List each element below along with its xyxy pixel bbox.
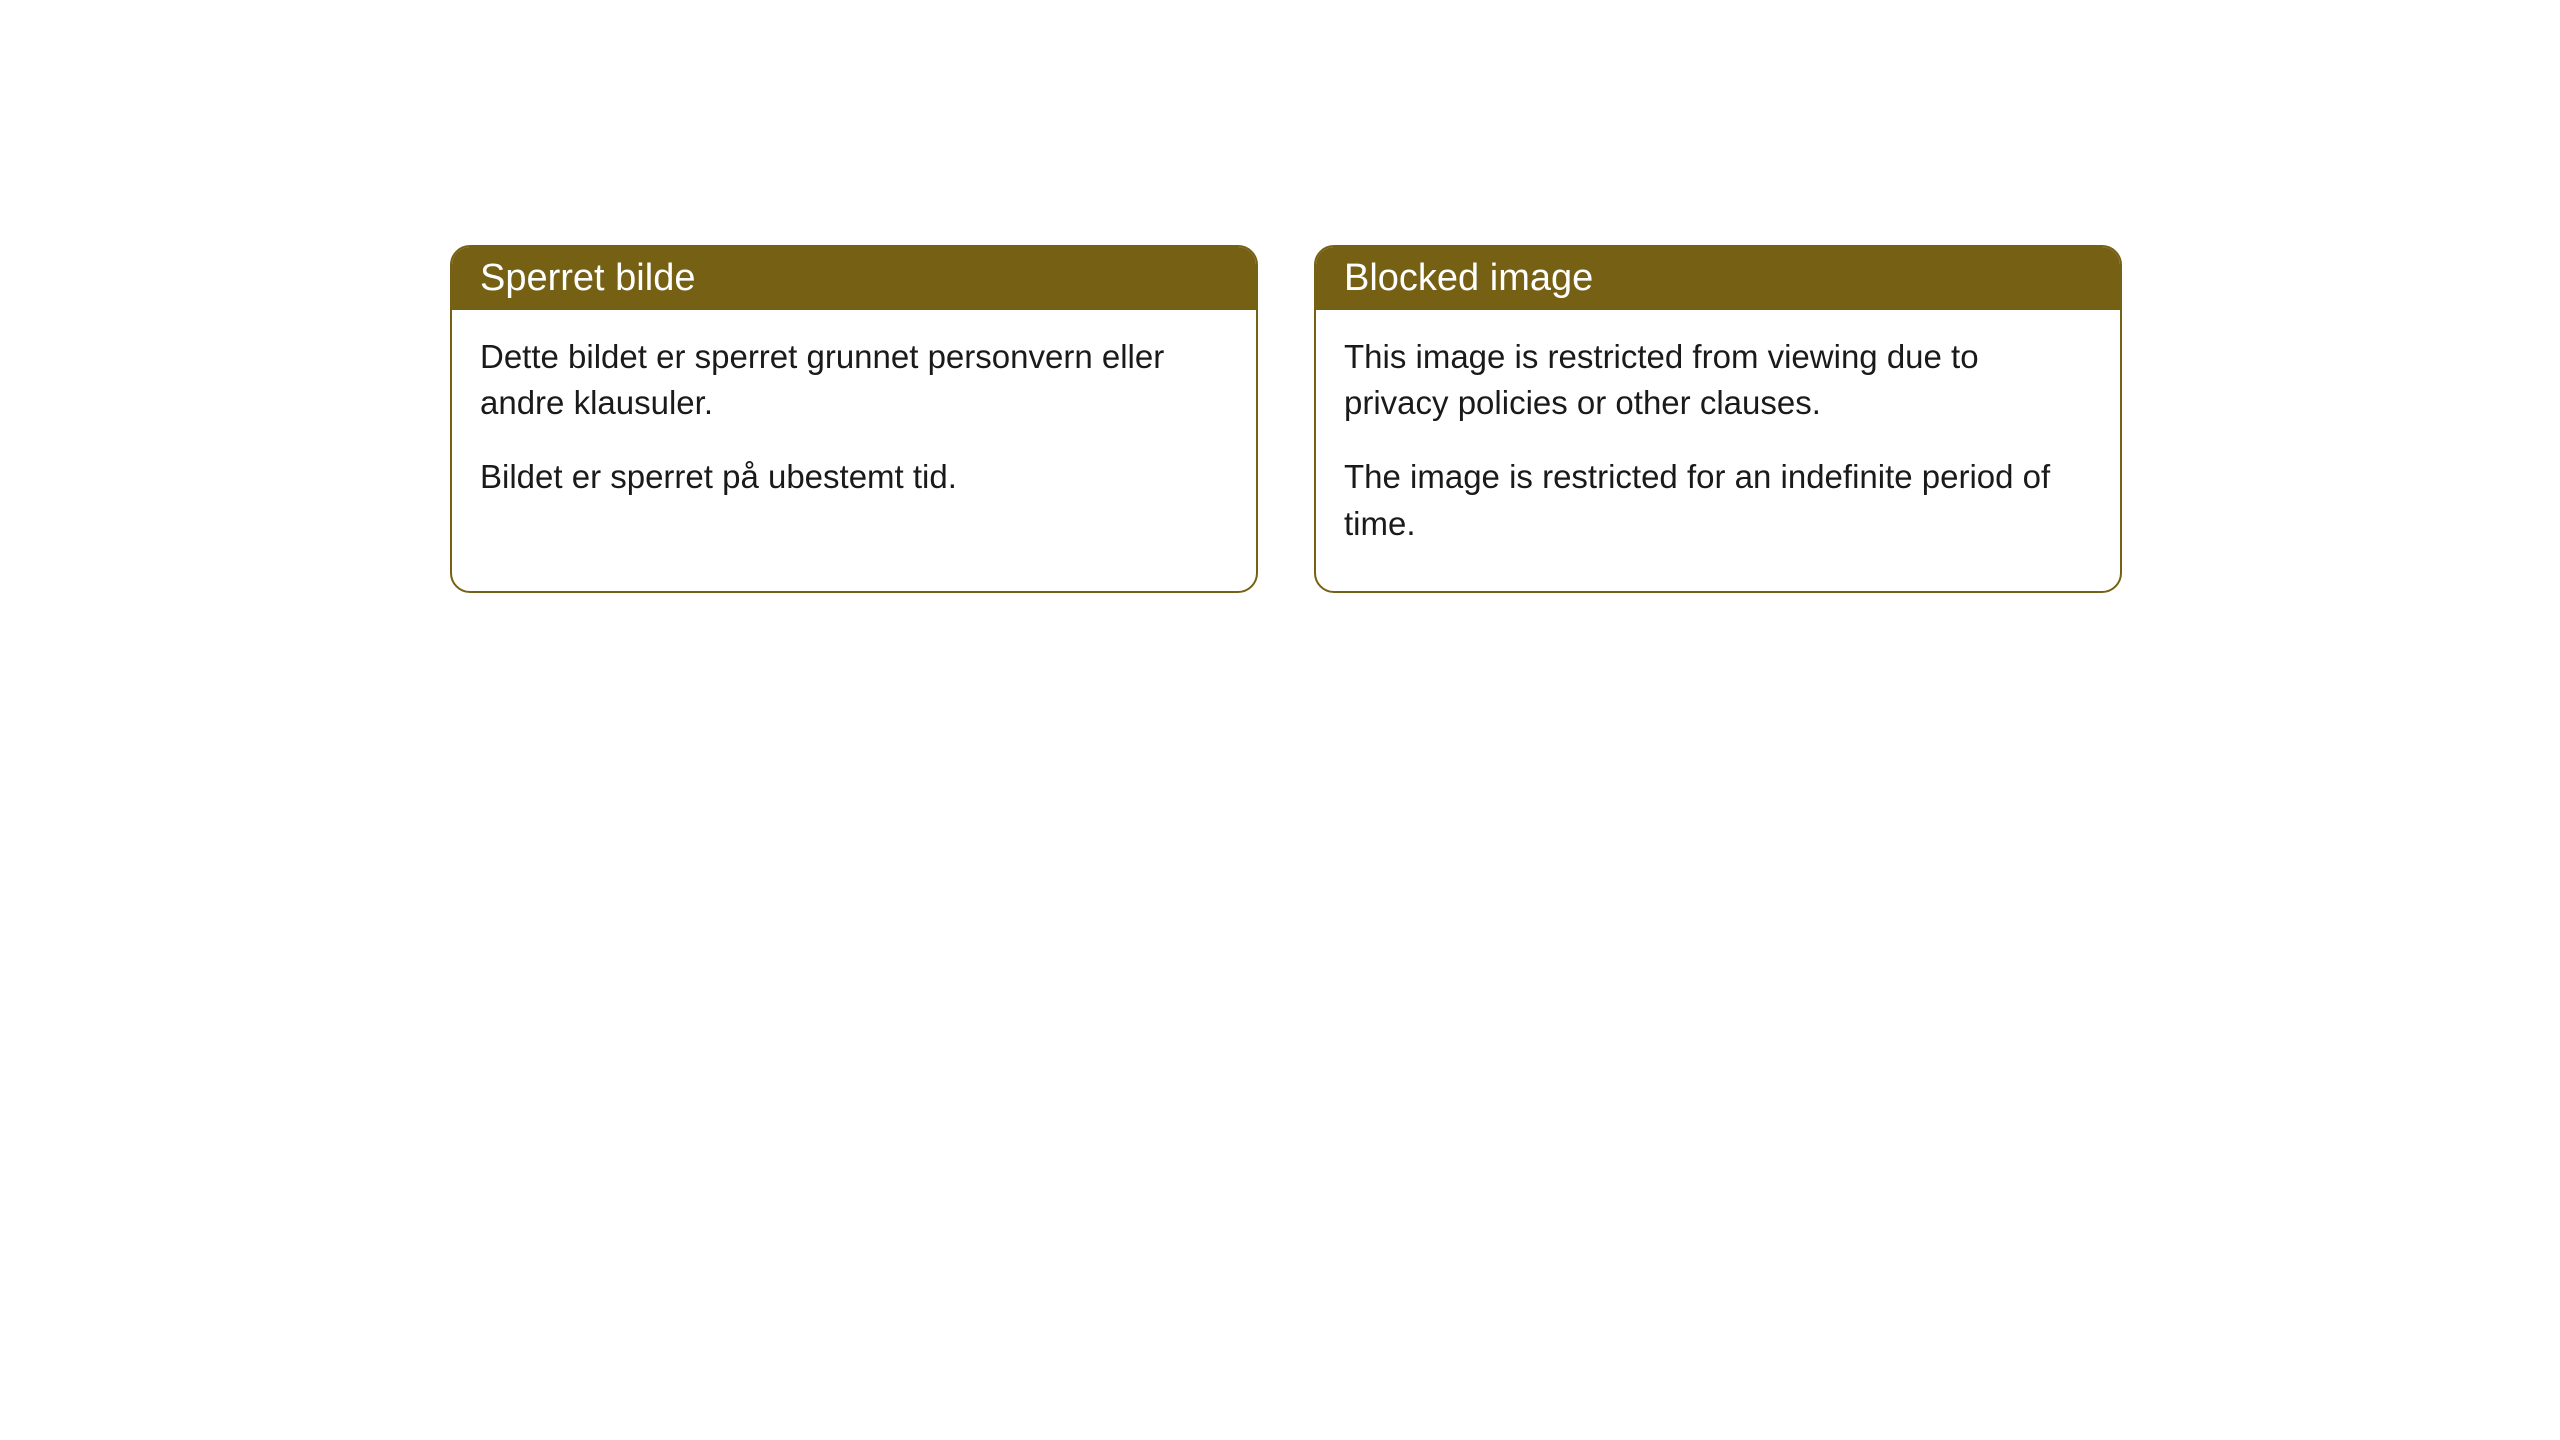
blocked-image-cards-container: Sperret bilde Dette bildet er sperret gr…: [450, 245, 2560, 593]
card-body-norwegian: Dette bildet er sperret grunnet personve…: [452, 310, 1256, 545]
blocked-image-card-english: Blocked image This image is restricted f…: [1314, 245, 2122, 593]
card-paragraph-2-norwegian: Bildet er sperret på ubestemt tid.: [480, 454, 1228, 500]
card-title-norwegian: Sperret bilde: [480, 257, 695, 299]
card-paragraph-1-norwegian: Dette bildet er sperret grunnet personve…: [480, 334, 1228, 426]
card-paragraph-1-english: This image is restricted from viewing du…: [1344, 334, 2092, 426]
card-header-norwegian: Sperret bilde: [452, 247, 1256, 310]
blocked-image-card-norwegian: Sperret bilde Dette bildet er sperret gr…: [450, 245, 1258, 593]
card-header-english: Blocked image: [1316, 247, 2120, 310]
card-paragraph-2-english: The image is restricted for an indefinit…: [1344, 454, 2092, 546]
card-body-english: This image is restricted from viewing du…: [1316, 310, 2120, 591]
card-title-english: Blocked image: [1344, 257, 1593, 299]
